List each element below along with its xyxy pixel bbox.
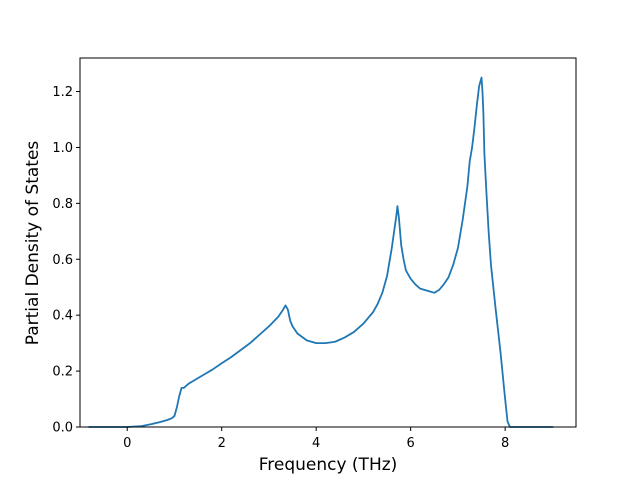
y-tick-label: 0.0 xyxy=(52,421,73,436)
y-tick-label: 0.2 xyxy=(52,365,73,380)
x-tick-label: 0 xyxy=(123,436,131,451)
tick-layer: 0 2 4 6 8 0.0 0.2 0.4 0.6 0.8 1.0 1.2 xyxy=(52,85,509,451)
plot-area xyxy=(80,58,576,427)
y-tick-label: 1.2 xyxy=(52,85,73,100)
x-tick-label: 8 xyxy=(501,436,509,451)
y-tick-label: 0.4 xyxy=(52,309,73,324)
x-tick-label: 2 xyxy=(218,436,226,451)
x-tick-label: 6 xyxy=(407,436,415,451)
dos-series-line xyxy=(88,76,554,428)
x-axis-label: Frequency (THz) xyxy=(259,455,398,475)
x-tick-label: 4 xyxy=(312,436,320,451)
y-tick-label: 0.6 xyxy=(52,253,73,268)
data-layer xyxy=(88,76,554,428)
y-tick-label: 0.8 xyxy=(52,197,73,212)
y-axis-label: Partial Density of States xyxy=(23,141,43,346)
plot-frame xyxy=(79,57,577,428)
y-tick-label: 1.0 xyxy=(52,141,73,156)
